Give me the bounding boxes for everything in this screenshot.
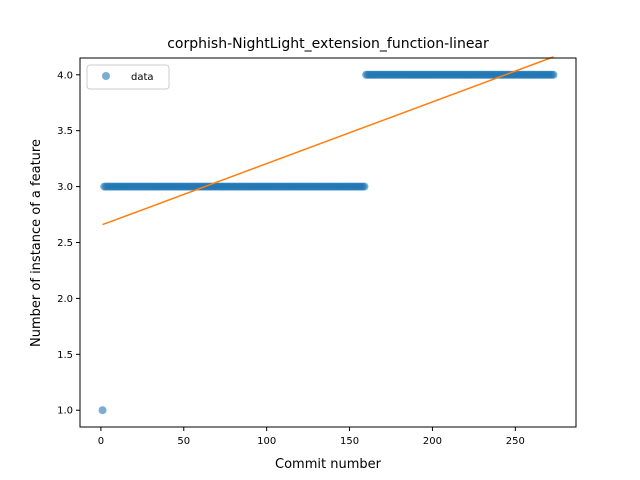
y-tick-label: 3.5 bbox=[57, 126, 73, 137]
y-axis: 1.0 1.5 2.0 2.5 3.0 3.5 4.0 bbox=[57, 70, 80, 417]
legend-box bbox=[86, 64, 170, 90]
x-tick-label: 150 bbox=[340, 436, 359, 447]
y-axis-label: Number of instance of a feature bbox=[29, 139, 44, 347]
axes-frame bbox=[79, 57, 577, 428]
x-axis-label: Commit number bbox=[275, 457, 382, 472]
fit-line bbox=[102, 56, 554, 226]
legend: data bbox=[86, 64, 170, 90]
y-tick-label: 4.0 bbox=[57, 70, 73, 81]
x-tick-label: 50 bbox=[177, 436, 190, 447]
y-tick-label: 2.5 bbox=[57, 238, 73, 249]
x-tick-label: 250 bbox=[506, 436, 525, 447]
chart-title: corphish-NightLight_extension_function-l… bbox=[167, 36, 489, 52]
x-tick-label: 100 bbox=[257, 436, 276, 447]
x-tick-label: 200 bbox=[423, 436, 442, 447]
y-tick-label: 1.5 bbox=[57, 350, 73, 361]
legend-label-data: data bbox=[131, 72, 154, 83]
y-tick-label: 1.0 bbox=[57, 406, 73, 417]
y-tick-label: 3.0 bbox=[57, 182, 73, 193]
data-point bbox=[360, 182, 369, 191]
legend-marker-data bbox=[102, 72, 110, 80]
x-axis: 0 50 100 150 200 250 bbox=[98, 427, 525, 447]
y-tick-label: 2.0 bbox=[57, 294, 73, 305]
data-point bbox=[549, 70, 558, 79]
x-tick-label: 0 bbox=[98, 436, 104, 447]
data-point bbox=[98, 406, 107, 415]
plot-area bbox=[98, 56, 558, 415]
